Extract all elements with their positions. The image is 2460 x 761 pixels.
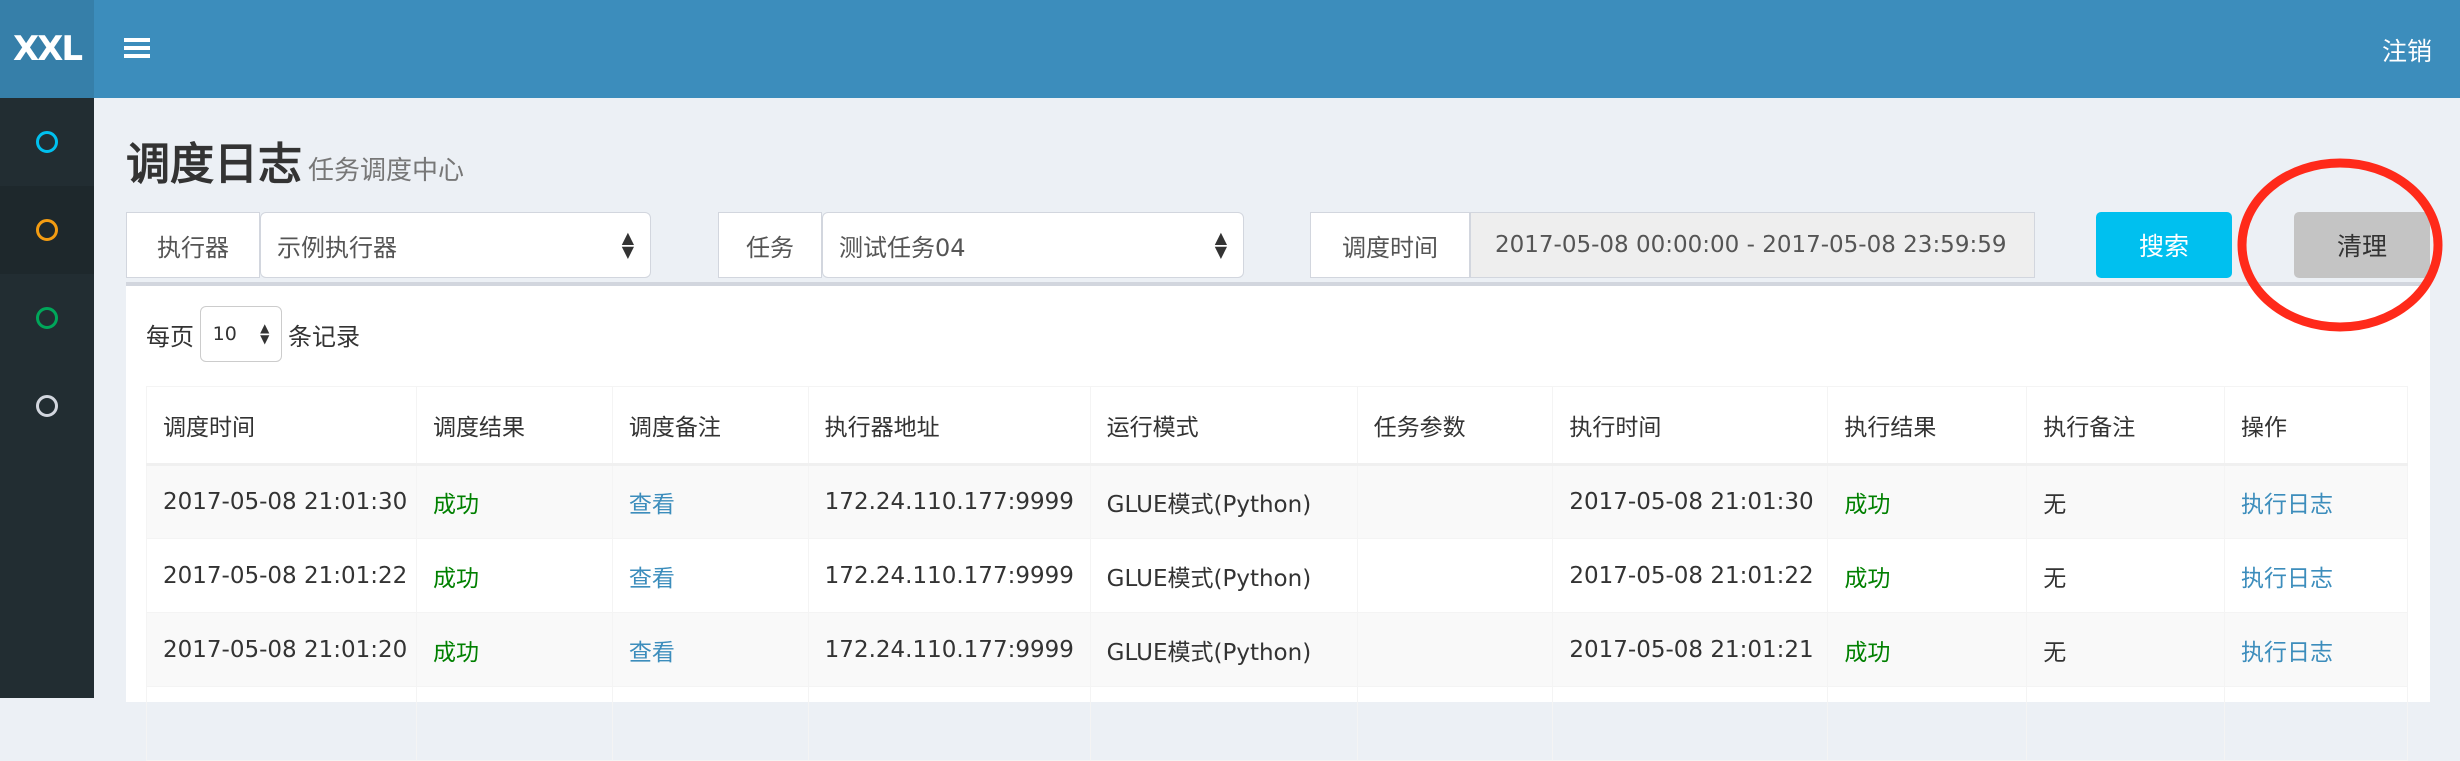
- clear-button[interactable]: 清理: [2294, 212, 2430, 278]
- table-cell: 无: [2026, 538, 2226, 613]
- table-row: 2017-05-08 21:01:30 成功 查看 172.24.110.177:99…: [146, 464, 2408, 539]
- view-remark-link[interactable]: 查看: [611, 612, 809, 687]
- page-length-prefix: 每页: [146, 322, 194, 351]
- menu-toggle-icon[interactable]: [124, 38, 150, 58]
- sidebar: [0, 98, 94, 698]
- view-remark-link[interactable]: 查看: [611, 538, 809, 613]
- page-length-value: 10: [212, 323, 237, 345]
- column-header[interactable]: 运行模式: [1089, 386, 1358, 466]
- table-cell: 172.24.110.177:9999: [807, 612, 1091, 687]
- execution-log-link[interactable]: 执行日志: [2224, 538, 2408, 613]
- page-title: 调度日志 任务调度中心: [126, 128, 464, 192]
- table-cell: 2017-05-08 21:01:20: [146, 612, 417, 687]
- circle-icon: [36, 395, 58, 417]
- sidebar-item-4[interactable]: [0, 362, 94, 450]
- table-row: 2017-05-08 21:01:22 成功 查看 172.24.110.177:99…: [146, 538, 2408, 613]
- table-row: 2017-05-08 21:01:20 成功 查看 172.24.110.177:99…: [146, 612, 2408, 687]
- logo[interactable]: XXL: [0, 0, 94, 98]
- page-length-select[interactable]: 10 ▲ ▼: [200, 306, 282, 362]
- page-length-suffix: 条记录: [288, 322, 360, 351]
- table-cell: GLUE模式(Python): [1089, 612, 1358, 687]
- top-navbar: 注销: [94, 0, 2460, 98]
- executor-filter: 执行器 示例执行器 ▲ ▼: [126, 212, 651, 278]
- table-cell: 2017-05-08 21:01:22: [146, 538, 417, 613]
- circle-icon: [36, 307, 58, 329]
- column-header[interactable]: 调度结果: [415, 386, 613, 466]
- circle-icon: [36, 131, 58, 153]
- table-cell: 2017-05-08 21:01:21: [1552, 612, 1829, 687]
- table-cell: GLUE模式(Python): [1089, 464, 1358, 539]
- table-header-row: 调度时间 调度结果 调度备注 执行器地址 运行模式 任务参数 执行时间 执行结果 执行备注 操作: [146, 386, 2408, 466]
- status-success: 成功: [1827, 538, 2028, 613]
- column-header[interactable]: 任务参数: [1356, 386, 1554, 466]
- table-cell: 无: [2026, 464, 2226, 539]
- column-header[interactable]: 执行时间: [1552, 386, 1829, 466]
- circle-icon: [36, 219, 58, 241]
- executor-value: 示例执行器: [277, 233, 397, 262]
- time-label: 调度时间: [1310, 212, 1470, 278]
- page-subtitle: 任务调度中心: [308, 156, 465, 186]
- table-cell: 2017-05-08 21:01:30: [1552, 464, 1829, 539]
- time-range-input[interactable]: 2017-05-08 00:00:00 - 2017-05-08 23:59:5…: [1470, 212, 2035, 278]
- column-header[interactable]: 调度时间: [146, 386, 417, 466]
- executor-select[interactable]: 示例执行器 ▲ ▼: [260, 212, 651, 278]
- sidebar-item-3[interactable]: [0, 274, 94, 362]
- search-button[interactable]: 搜索: [2096, 212, 2232, 278]
- column-header[interactable]: 操作: [2224, 386, 2408, 466]
- select-arrows-icon: ▲ ▼: [1214, 228, 1227, 261]
- status-success: 成功: [1827, 612, 2028, 687]
- table-cell: [1356, 464, 1554, 539]
- column-header[interactable]: 调度备注: [611, 386, 809, 466]
- table-cell: [1356, 538, 1554, 613]
- executor-label: 执行器: [126, 212, 260, 278]
- view-remark-link[interactable]: 查看: [611, 464, 809, 539]
- logout-link[interactable]: 注销: [2381, 37, 2432, 66]
- table-cell: [1356, 612, 1554, 687]
- job-label: 任务: [718, 212, 822, 278]
- table-cell: 2017-05-08 21:01:30: [146, 464, 417, 539]
- table-cell: 无: [2026, 612, 2226, 687]
- status-success: 成功: [415, 538, 613, 613]
- select-arrows-icon: ▲ ▼: [260, 321, 270, 346]
- status-success: 成功: [415, 464, 613, 539]
- table-cell: 172.24.110.177:9999: [807, 464, 1091, 539]
- status-success: 成功: [415, 612, 613, 687]
- select-arrows-icon: ▲ ▼: [621, 228, 634, 261]
- job-filter: 任务 测试任务04 ▲ ▼: [718, 212, 1244, 278]
- execution-log-link[interactable]: 执行日志: [2224, 612, 2408, 687]
- column-header[interactable]: 执行结果: [1827, 386, 2028, 466]
- sidebar-item-1[interactable]: [0, 98, 94, 186]
- status-success: 成功: [1827, 464, 2028, 539]
- execution-log-link[interactable]: 执行日志: [2224, 464, 2408, 539]
- table-cell: GLUE模式(Python): [1089, 538, 1358, 613]
- table-cell: 2017-05-08 21:01:22: [1552, 538, 1829, 613]
- column-header[interactable]: 执行备注: [2026, 386, 2226, 466]
- sidebar-item-2[interactable]: [0, 186, 94, 274]
- column-header[interactable]: 执行器地址: [807, 386, 1091, 466]
- job-select[interactable]: 测试任务04 ▲ ▼: [822, 212, 1244, 278]
- page-length-control: 每页 10 ▲ ▼ 条记录: [146, 306, 360, 362]
- table-cell: 172.24.110.177:9999: [807, 538, 1091, 613]
- page-title-text: 调度日志: [126, 139, 302, 190]
- time-filter: 调度时间 2017-05-08 00:00:00 - 2017-05-08 23…: [1310, 212, 2035, 278]
- log-table: 调度时间 调度结果 调度备注 执行器地址 运行模式 任务参数 执行时间 执行结果 执行备注 操作 …: [146, 386, 2408, 761]
- job-value: 测试任务04: [839, 233, 966, 262]
